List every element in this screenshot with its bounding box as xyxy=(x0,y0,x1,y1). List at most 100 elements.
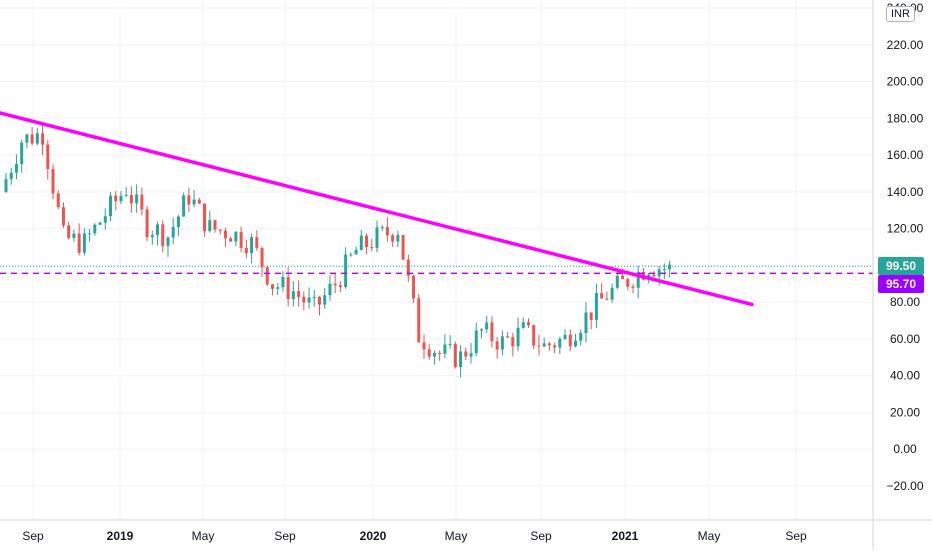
candle-body xyxy=(558,338,562,348)
candle-body xyxy=(312,296,316,298)
overlay-lines xyxy=(0,111,873,307)
candle-body xyxy=(234,231,238,242)
y-tick-label: 20.00 xyxy=(890,405,920,419)
candle-body xyxy=(77,233,81,253)
candle-body xyxy=(135,194,139,204)
candle-body xyxy=(291,291,295,300)
candle-body xyxy=(605,298,609,300)
candle-body xyxy=(323,295,327,305)
candle-body xyxy=(636,271,640,288)
candle-body xyxy=(547,343,551,346)
candle-body xyxy=(56,193,60,208)
candle-body xyxy=(297,291,301,297)
candle-body xyxy=(657,269,661,277)
candle-body xyxy=(82,233,86,253)
candle-body xyxy=(574,340,578,347)
candle-body xyxy=(9,172,13,180)
y-tick-label: −20.00 xyxy=(886,479,923,493)
level-price-tag: 95.70 xyxy=(877,275,924,294)
y-tick-label: 180.00 xyxy=(887,111,924,125)
candle-body xyxy=(438,353,442,355)
candle-body xyxy=(432,353,436,357)
x-tick-label: May xyxy=(698,529,721,543)
candle-body xyxy=(516,327,520,347)
candle-body xyxy=(568,334,572,347)
candle-body xyxy=(119,195,123,202)
candle-body xyxy=(276,287,280,289)
candle-body xyxy=(229,238,233,242)
y-tick-label: 120.00 xyxy=(887,222,924,236)
x-tick-label: 2019 xyxy=(107,529,134,543)
candle-body xyxy=(396,235,400,242)
candle-body xyxy=(244,247,248,254)
candle-body xyxy=(260,247,264,268)
x-tick-label: May xyxy=(192,529,215,543)
currency-badge[interactable]: INR xyxy=(886,6,915,22)
candle-body xyxy=(72,233,76,238)
candle-body xyxy=(506,336,510,338)
candle-body xyxy=(223,230,227,239)
x-tick-label: 2021 xyxy=(612,529,639,543)
candle-body xyxy=(662,269,666,271)
candle-body xyxy=(615,275,619,288)
trendline[interactable] xyxy=(0,111,754,307)
candle-body xyxy=(563,334,567,339)
candle-body xyxy=(270,284,274,289)
candle-body xyxy=(453,343,457,368)
x-tick-label: May xyxy=(445,529,468,543)
candle-body xyxy=(385,227,389,236)
candle-body xyxy=(584,312,588,333)
candle-body xyxy=(354,249,358,255)
candle-body xyxy=(61,207,65,226)
candle-body xyxy=(365,235,369,248)
candle-body xyxy=(265,267,269,285)
candle-body xyxy=(495,341,499,350)
candle-body xyxy=(208,220,212,232)
candle-body xyxy=(192,199,196,205)
y-tick-label: 160.00 xyxy=(887,148,924,162)
candle-body xyxy=(511,337,515,347)
y-tick-label: 60.00 xyxy=(890,332,920,346)
candle-body xyxy=(631,286,635,288)
candle-body xyxy=(103,216,107,223)
candle-body xyxy=(286,276,290,300)
candle-body xyxy=(109,195,112,217)
x-tick-label: Sep xyxy=(22,529,44,543)
candle-body xyxy=(88,233,92,235)
candle-body xyxy=(594,293,598,320)
candle-body xyxy=(464,351,468,357)
candle-body xyxy=(307,297,311,303)
candle-body xyxy=(140,194,144,210)
candle-body xyxy=(380,227,384,229)
candle-body xyxy=(610,287,614,300)
candle-body xyxy=(51,168,55,194)
candle-body xyxy=(333,283,337,286)
candle-body xyxy=(218,229,222,231)
candle-body xyxy=(150,235,154,238)
candle-body xyxy=(182,195,186,217)
candle-body xyxy=(46,144,50,169)
candle-body xyxy=(668,264,672,270)
candle-body xyxy=(14,164,18,173)
candle-body xyxy=(114,195,118,202)
x-tick-label: Sep xyxy=(274,529,296,543)
candle-body xyxy=(406,259,410,276)
x-tick-label: Sep xyxy=(530,529,552,543)
candle-body xyxy=(213,220,217,230)
y-tick-label: 220.00 xyxy=(887,38,924,52)
candle-body xyxy=(459,351,463,368)
candle-body xyxy=(145,209,149,238)
y-tick-label: 40.00 xyxy=(890,369,920,383)
candle-body xyxy=(500,336,504,350)
candle-body xyxy=(427,349,431,357)
candle-body xyxy=(239,231,243,248)
candle-body xyxy=(542,343,546,347)
candle-body xyxy=(375,227,379,248)
candle-body xyxy=(156,224,160,236)
candle-body xyxy=(187,195,191,205)
candle-body xyxy=(4,179,8,192)
candle-body xyxy=(302,296,306,303)
